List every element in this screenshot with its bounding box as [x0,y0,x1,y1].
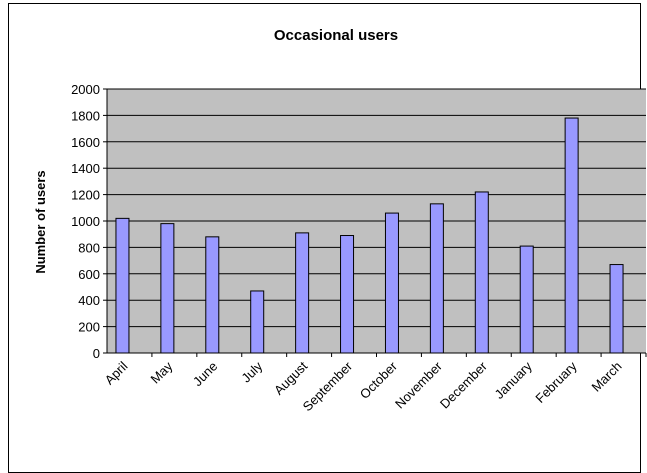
y-axis-label: Number of users [33,170,48,273]
y-tick-label: 2000 [71,82,100,97]
x-tick-label-november: November [392,358,445,411]
gridlines [107,88,646,328]
bar-june [205,236,220,354]
x-tick-label-december: December [437,358,490,411]
bar-january [519,245,534,354]
bar-october [384,212,399,354]
x-tick-label-august: August [271,358,310,397]
x-tick-label-march: March [589,359,625,395]
y-tick-label: 1800 [71,108,100,123]
x-tick-label-july: July [238,358,265,385]
bar-november [429,203,444,354]
bar-chart: Occasional users 0 200 400 600 800 1000 1200 14… [33,27,647,414]
y-tick-label: 1000 [71,214,100,229]
y-tick-label: 1600 [71,135,100,150]
y-tick-label: 200 [78,320,100,335]
y-tick-label: 400 [78,293,100,308]
y-axis-ticks: 0 200 400 600 800 1000 1200 1400 1600 1800 2000 [71,82,107,361]
bar-december [474,191,489,354]
bar-september [340,235,355,354]
x-tick-label-october: October [357,358,401,402]
chart-title: Occasional users [274,27,398,44]
y-tick-label: 800 [78,240,100,255]
bar-march [609,264,624,354]
bar-february [564,117,579,354]
bar-august [295,232,310,354]
x-tick-label-january: January [492,358,536,402]
bar-july [250,290,265,354]
y-tick-label: 0 [93,346,100,361]
x-tick-label-february: February [532,358,580,406]
y-tick-label: 1200 [71,188,100,203]
x-tick-label-june: June [190,359,221,390]
x-tick-label-april: April [102,358,131,387]
y-tick-label: 1400 [71,161,100,176]
bar-april [115,217,130,354]
bars [115,117,624,354]
bar-may [160,223,175,354]
y-tick-label: 600 [78,267,100,282]
x-tick-label-may: May [148,358,176,386]
x-tick-label-september: September [300,358,356,414]
